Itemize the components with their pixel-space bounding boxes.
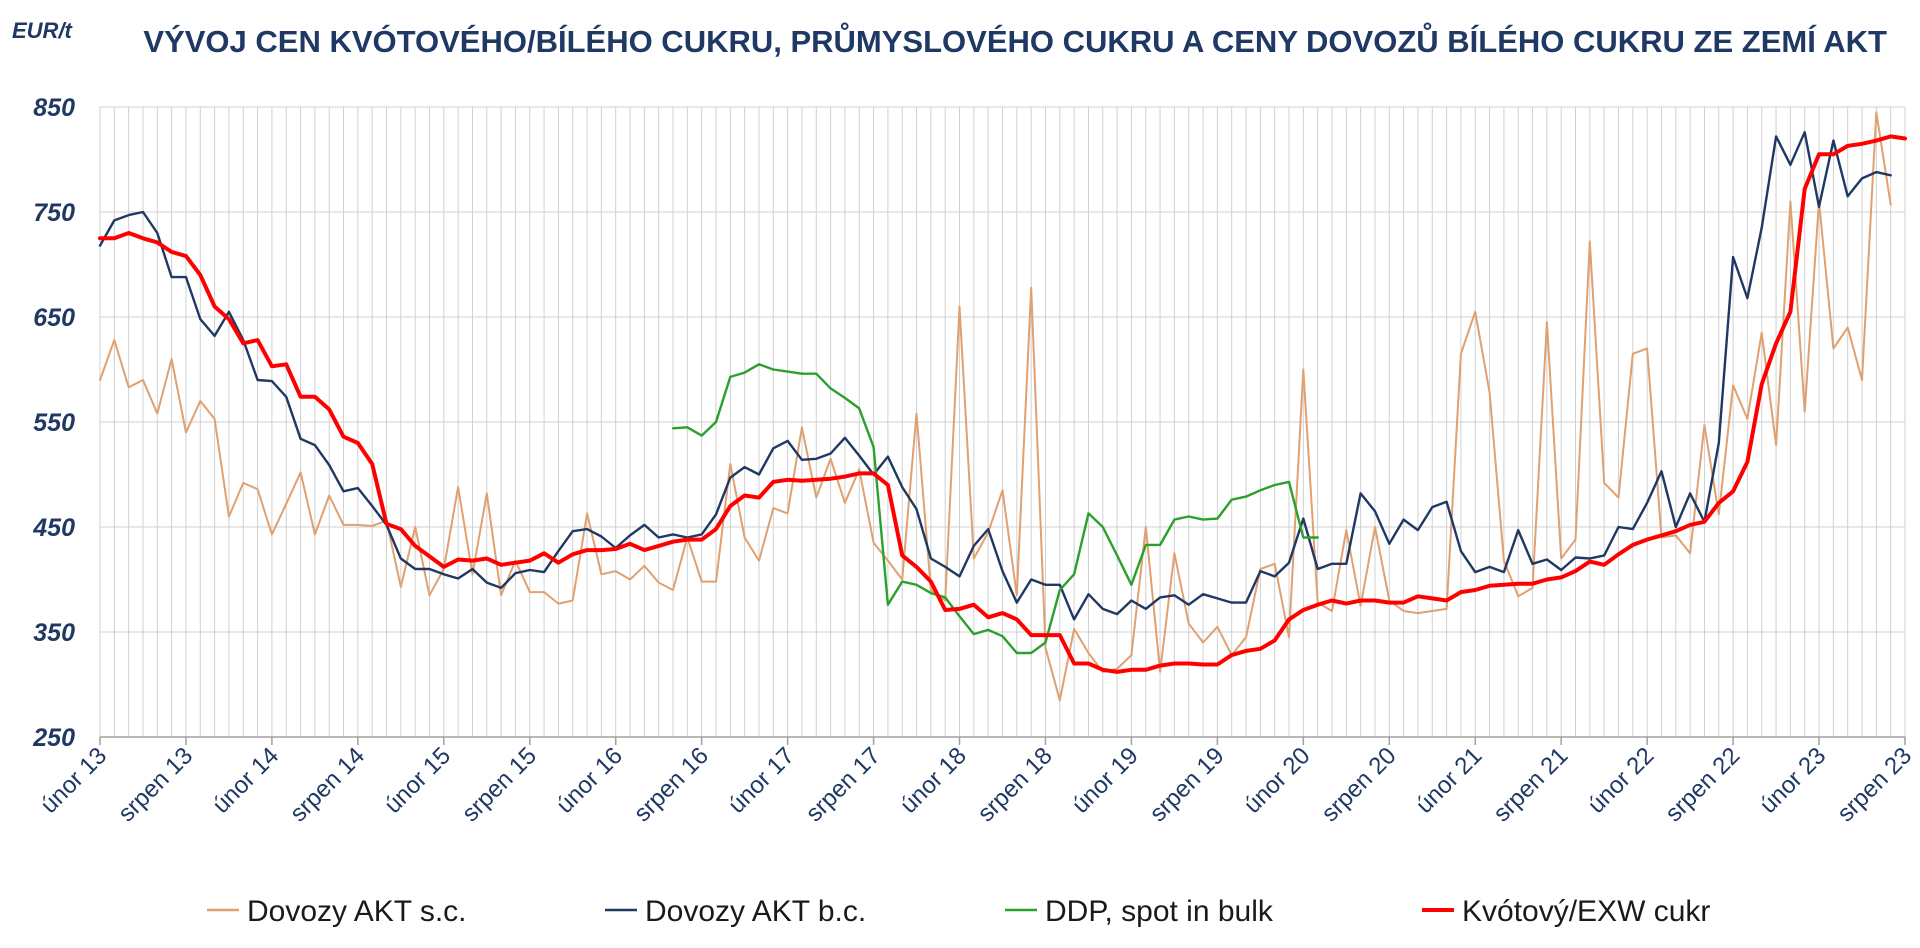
x-tick-label: únor 15 bbox=[379, 742, 456, 819]
y-tick-label: 250 bbox=[32, 724, 75, 752]
series-line bbox=[98, 134, 1907, 674]
legend-item: Kvótový/EXW cukr bbox=[1422, 895, 1710, 928]
x-tick-label: srpen 13 bbox=[113, 742, 198, 827]
x-tick-label: únor 19 bbox=[1067, 742, 1144, 819]
legend-label: Dovozy AKT s.c. bbox=[247, 895, 467, 928]
x-tick-label: únor 18 bbox=[895, 742, 972, 819]
y-tick-label: 350 bbox=[33, 619, 75, 647]
y-tick-label: 550 bbox=[33, 409, 75, 437]
y-axis-unit-label: EUR/t bbox=[12, 18, 74, 43]
y-tick-label: 850 bbox=[33, 94, 75, 122]
y-tick-label: 750 bbox=[33, 199, 75, 227]
x-tick-label: únor 20 bbox=[1239, 742, 1316, 819]
series-line bbox=[98, 130, 1892, 621]
x-tick-label: únor 17 bbox=[723, 742, 800, 819]
series-line bbox=[671, 363, 1319, 655]
x-tick-label: srpen 15 bbox=[457, 742, 542, 827]
legend-item: DDP, spot in bulk bbox=[1005, 895, 1274, 928]
x-tick-label: únor 13 bbox=[36, 742, 113, 819]
x-tick-label: únor 22 bbox=[1583, 742, 1660, 819]
x-tick-label: srpen 17 bbox=[801, 742, 886, 827]
legend-label: DDP, spot in bulk bbox=[1045, 895, 1274, 928]
y-tick-label: 650 bbox=[33, 304, 75, 332]
series-line bbox=[99, 111, 1892, 702]
x-tick-label: únor 21 bbox=[1411, 742, 1488, 819]
x-tick-label: srpen 19 bbox=[1144, 742, 1229, 827]
x-tick-label: únor 16 bbox=[551, 742, 628, 819]
x-tick-label: srpen 14 bbox=[285, 742, 370, 827]
x-tick-label: srpen 21 bbox=[1488, 742, 1573, 827]
legend-label: Dovozy AKT b.c. bbox=[645, 895, 866, 928]
x-tick-label: únor 23 bbox=[1755, 742, 1832, 819]
chart-title: VÝVOJ CEN KVÓTOVÉHO/BÍLÉHO CUKRU, PRŮMYS… bbox=[143, 21, 1887, 59]
y-tick-label: 450 bbox=[32, 514, 75, 542]
legend-item: Dovozy AKT s.c. bbox=[207, 895, 467, 928]
series-lines bbox=[98, 111, 1907, 702]
x-tick-label: srpen 23 bbox=[1832, 742, 1917, 827]
legend: Dovozy AKT s.c. Dovozy AKT b.c. DDP, spot … bbox=[207, 895, 1710, 928]
x-tick-label: srpen 18 bbox=[973, 742, 1058, 827]
grid bbox=[99, 106, 1906, 738]
x-tick-label: únor 14 bbox=[207, 742, 284, 819]
x-tick-label: srpen 20 bbox=[1316, 742, 1401, 827]
x-tick-label: srpen 22 bbox=[1660, 742, 1745, 827]
legend-item: Dovozy AKT b.c. bbox=[605, 895, 866, 928]
x-tick-label: srpen 16 bbox=[629, 742, 714, 827]
legend-label: Kvótový/EXW cukr bbox=[1462, 895, 1710, 928]
